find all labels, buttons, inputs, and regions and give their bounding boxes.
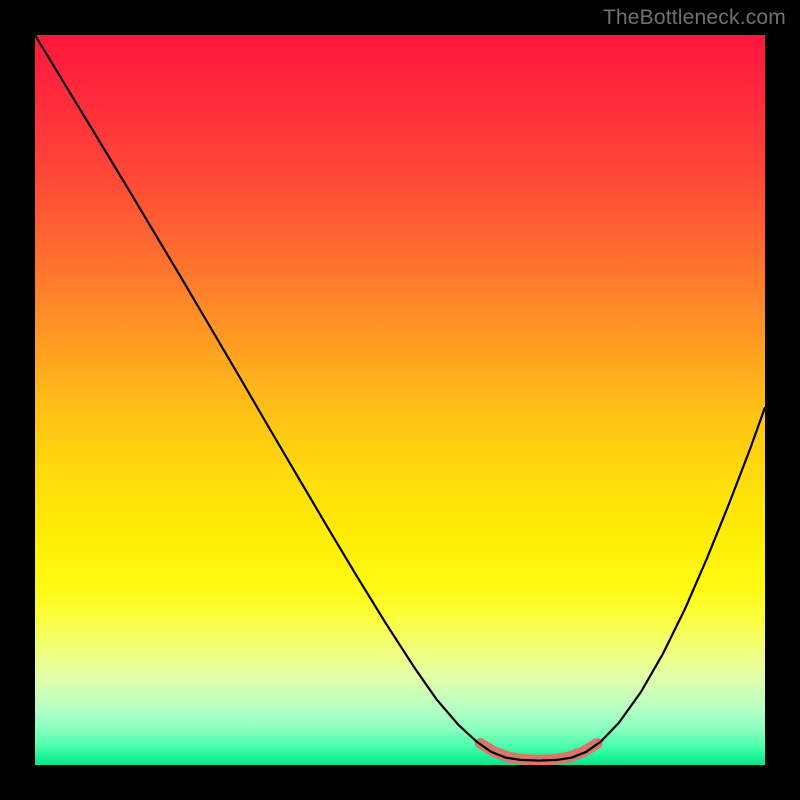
watermark-text: TheBottleneck.com — [603, 6, 786, 30]
bottleneck-chart — [35, 35, 765, 765]
chart-svg — [35, 35, 765, 765]
chart-background — [35, 35, 765, 765]
